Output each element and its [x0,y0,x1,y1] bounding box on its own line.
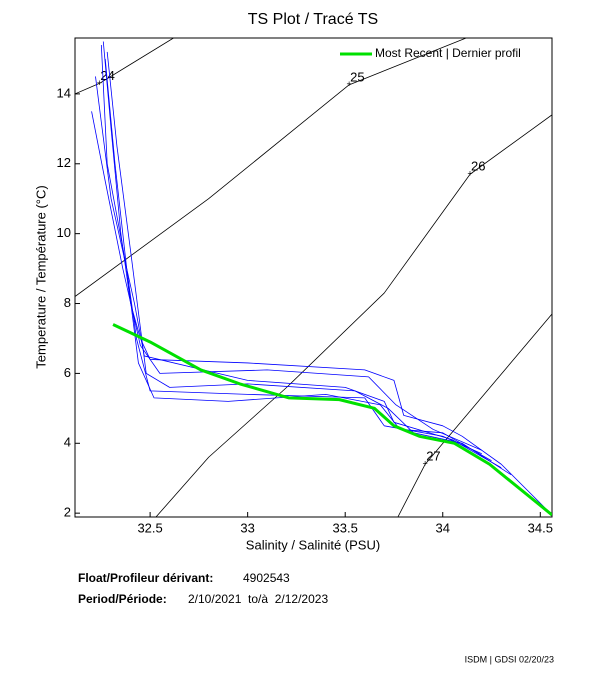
y-tick-label: 12 [57,155,71,170]
float-label: Float/Profileur dérivant: [78,571,213,585]
profile-line [91,111,482,451]
contour-marker: + [346,79,351,89]
x-tick-label: 33.5 [333,520,358,535]
density-contour [155,114,552,517]
contour-label: 26 [471,159,485,174]
x-tick-label: 32.5 [137,520,162,535]
credit: ISDM | GDSI 02/20/23 [465,654,554,664]
x-tick-label: 34 [436,520,450,535]
x-axis-label: Salinity / Salinité (PSU) [246,537,380,552]
recent-profile-line [112,323,552,517]
profile-line [100,44,482,455]
plot-area [74,37,553,518]
contour-marker: + [97,78,102,88]
x-tick-label: 33 [240,520,254,535]
contour-label: 27 [426,449,440,464]
y-axis-label: Temperature / Température (°C) [33,185,48,368]
y-tick-label: 14 [57,85,71,100]
y-tick-label: 2 [64,505,71,520]
y-tick-label: 10 [57,225,71,240]
period: 2/10/2021 to/à 2/12/2023 [188,592,328,606]
float-id: 4902543 [243,571,290,585]
density-contour [397,313,552,517]
profile-line [104,58,492,462]
legend-label: Most Recent | Dernier profil [375,46,521,60]
y-tick-label: 6 [64,365,71,380]
contour-marker: + [467,169,472,179]
x-tick-label: 34.5 [528,520,553,535]
period-label: Period/Période: [78,592,167,606]
density-contour [75,38,174,95]
y-tick-label: 8 [64,295,71,310]
density-contour [75,38,467,297]
profile-line [106,51,512,476]
chart-title: TS Plot / Tracé TS [248,11,378,28]
contour-marker: + [423,459,428,469]
contour-label: 25 [350,69,364,84]
contour-label: 24 [100,68,114,83]
y-tick-label: 4 [64,435,71,450]
